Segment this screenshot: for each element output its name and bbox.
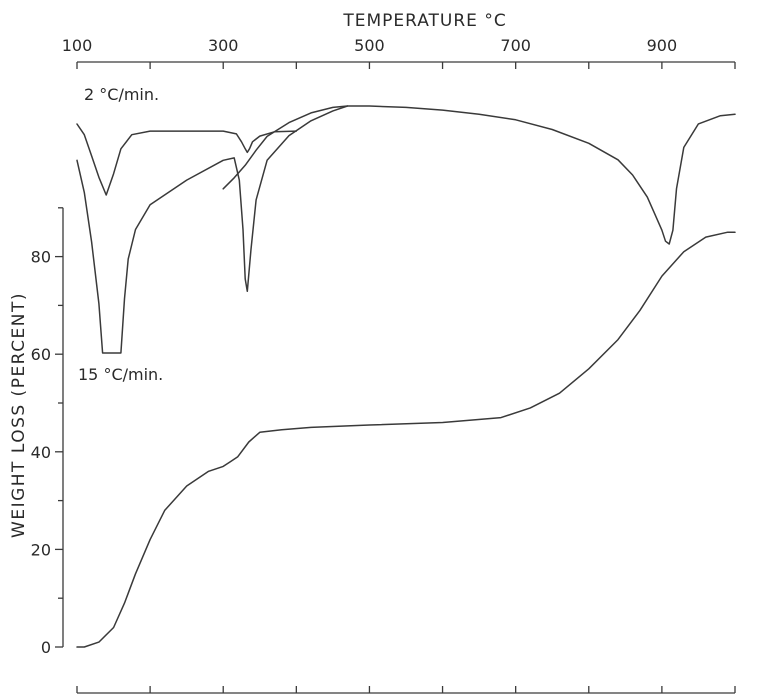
y-tick-label: 20: [31, 540, 51, 559]
x-tick-label: 700: [500, 36, 531, 55]
annotation-2c-min: 2 °C/min.: [84, 85, 159, 104]
weight-loss-line: [76, 231, 736, 648]
axes: 100 300 500 700 900 0 20 40 60 80: [31, 36, 736, 694]
dta-curves: [76, 105, 736, 354]
dta-line-dta-2-high: [222, 105, 736, 245]
x-tick-label: 500: [354, 36, 385, 55]
x-tick-label: 300: [208, 36, 239, 55]
x-tick-label: 100: [62, 36, 93, 55]
dta-line-dta-2: [76, 123, 298, 196]
y-tick-label: 60: [31, 345, 51, 364]
dta-line-dta-15: [76, 105, 349, 354]
x-axis-title: TEMPERATURE °C: [342, 11, 506, 31]
y-axis-title: WEIGHT LOSS (PERCENT): [9, 292, 29, 538]
y-tick-label: 0: [41, 638, 51, 657]
y-tick-label: 40: [31, 443, 51, 462]
weight-loss-curve: [76, 231, 736, 648]
annotation-15c-min: 15 °C/min.: [78, 365, 163, 384]
y-tick-label: 80: [31, 248, 51, 267]
x-tick-label: 900: [647, 36, 678, 55]
